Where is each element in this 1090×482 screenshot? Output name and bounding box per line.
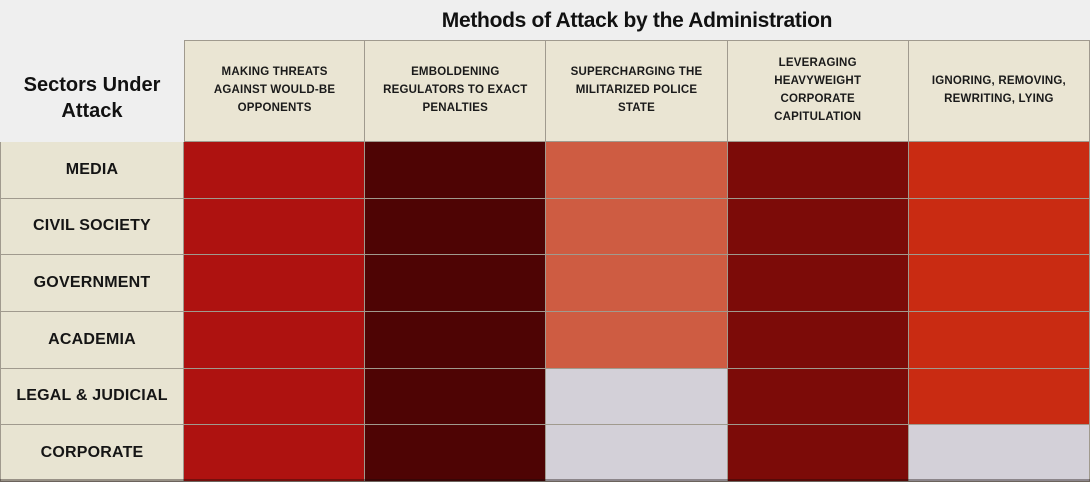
heatmap-cell: [546, 312, 728, 369]
heatmap-cell: [727, 312, 909, 369]
heatmap-cell: [184, 142, 366, 199]
heatmap-cell: [365, 425, 547, 482]
heatmap-cell: [727, 255, 909, 312]
row-label: CORPORATE: [0, 425, 184, 482]
row-label: LEGAL & JUDICIAL: [0, 368, 184, 426]
heatmap-cell: [727, 368, 909, 426]
heatmap-grid: Sectors Under Attack MAKING THREATS AGAI…: [0, 40, 1090, 482]
heatmap-cell: [184, 368, 366, 426]
row-label: MEDIA: [0, 142, 184, 199]
heatmap-cell: [546, 255, 728, 312]
heatmap-cell: [365, 312, 547, 369]
heatmap-cell: [546, 142, 728, 199]
page-title: Methods of Attack by the Administration: [441, 9, 833, 32]
heatmap-cell: [365, 198, 547, 256]
column-header: SUPERCHARGING THE MILITARIZED POLICE STA…: [546, 40, 728, 142]
row-label: GOVERNMENT: [0, 255, 184, 312]
heatmap-cell: [184, 255, 366, 312]
heatmap-cell: [365, 142, 547, 199]
heatmap-cell: [546, 425, 728, 482]
heatmap-cell: [546, 368, 728, 426]
column-header: LEVERAGING HEAVYWEIGHT CORPORATE CAPITUL…: [727, 40, 909, 142]
heatmap-cell: [184, 312, 366, 369]
heatmap-cell: [908, 312, 1090, 369]
heatmap-cell: [727, 198, 909, 256]
heatmap-cell: [365, 368, 547, 426]
column-header: EMBOLDENING REGULATORS TO EXACT PENALTIE…: [365, 40, 547, 142]
column-header: MAKING THREATS AGAINST WOULD-BE OPPONENT…: [184, 40, 366, 142]
row-label: ACADEMIA: [0, 312, 184, 369]
row-label: CIVIL SOCIETY: [0, 198, 184, 256]
heatmap-cell: [184, 198, 366, 256]
heatmap-cell: [908, 142, 1090, 199]
heatmap-cell: [727, 142, 909, 199]
heatmap-cell: [184, 425, 366, 482]
heatmap-cell: [908, 425, 1090, 482]
heatmap-cell: [908, 255, 1090, 312]
heatmap-cell: [908, 368, 1090, 426]
row-axis-label: Sectors Under Attack: [23, 74, 161, 122]
heatmap-cell: [365, 255, 547, 312]
column-header: IGNORING, REMOVING, REWRITING, LYING: [908, 40, 1090, 142]
heatmap-cell: [908, 198, 1090, 256]
heatmap-cell: [546, 198, 728, 256]
heatmap-cell: [727, 425, 909, 482]
